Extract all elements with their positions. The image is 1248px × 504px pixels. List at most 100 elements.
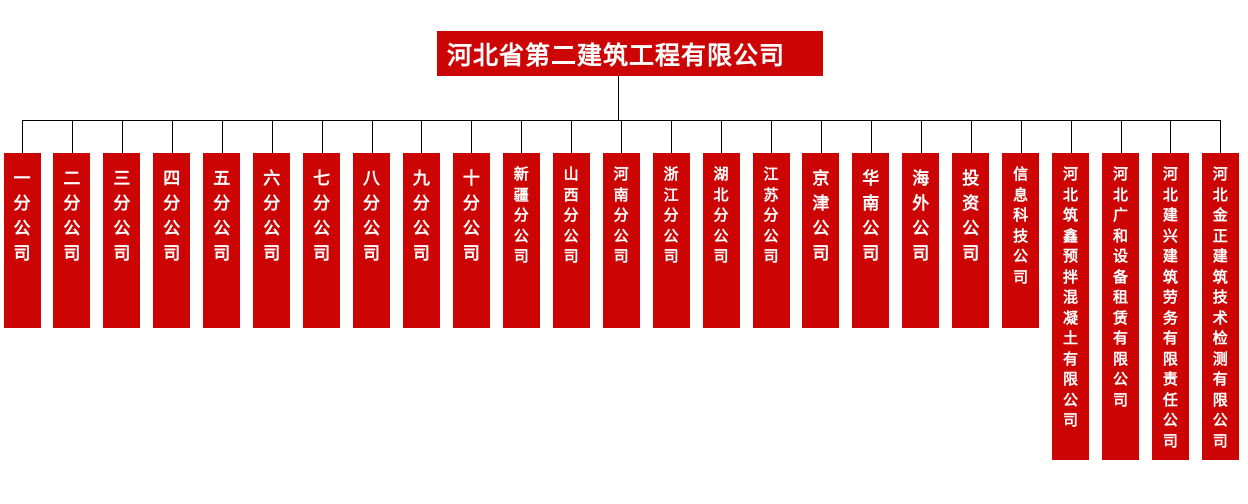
org-node-label-char: 公 [962,219,980,238]
org-node-label-char: 公 [63,219,81,238]
org-node-label-char: 司 [313,244,331,263]
connector-stub [271,120,273,153]
org-node-label-char: 五 [213,169,231,188]
org-node-label-char: 公 [1112,371,1128,388]
connector-horizontal-line [22,120,1221,121]
connector-stub [471,120,473,153]
org-node-label-char: 技 [1013,227,1029,245]
org-node: 新疆分公司 [502,153,540,328]
connector-stub [121,120,123,153]
connector-stem [618,76,619,120]
connector-stub [571,120,573,153]
org-node-label-char: 公 [513,227,529,245]
org-node: 六分公司 [253,153,291,328]
org-node-label-char: 分 [363,194,380,213]
org-node-label-char: 司 [113,244,131,263]
org-node-label-char: 公 [563,227,579,245]
org-node-label-char: 司 [912,244,930,263]
org-node-label-char: 公 [163,219,181,238]
org-node-label-char: 限 [1062,371,1078,388]
org-node-label-char: 司 [1162,432,1178,450]
org-node-label-char: 司 [1013,268,1029,286]
org-node-label-char: 外 [912,194,930,213]
org-node-label-char: 分 [113,194,131,213]
org-node-label-char: 公 [263,219,281,238]
org-node-label-char: 司 [1212,432,1228,450]
org-node-label-char: 建 [1162,207,1178,224]
org-node-label-char: 限 [1212,391,1228,409]
org-node-label-char: 建 [1162,248,1178,265]
org-node-label-char: 分 [163,194,181,213]
org-node-label-char: 西 [563,186,579,204]
org-node: 河南分公司 [602,153,640,328]
org-node-label-char: 分 [713,207,729,224]
org-node-label-char: 和 [1112,227,1128,245]
org-node-label-char: 司 [63,244,81,263]
connector-stub [920,120,922,153]
connector-stub [621,120,623,153]
org-node-label-char: 分 [412,194,430,213]
org-node-label-char: 公 [1212,412,1228,429]
org-node-label-char: 司 [163,244,181,263]
org-node-label-char: 分 [263,194,281,213]
org-node-label-char: 任 [1162,391,1178,409]
org-node-label-char: 司 [812,244,830,263]
org-node: 华南公司 [852,153,890,328]
org-node-label-char: 有 [1112,330,1128,347]
org-node-label-char: 租 [1112,289,1128,306]
org-node-label-char: 七 [313,169,331,188]
org-node: 湖北分公司 [702,153,740,328]
org-node-label-char: 分 [663,207,679,224]
org-node-label-char: 司 [713,248,729,265]
org-node-label-char: 分 [313,194,331,213]
org-node-label-char: 备 [1112,268,1128,286]
org-node-label-char: 津 [812,194,830,213]
org-node-label-char: 正 [1212,227,1228,245]
org-node-label-char: 限 [1162,350,1178,368]
org-node: 河北建兴建筑劳务有限责任公司 [1151,153,1189,460]
connector-stub [721,120,722,153]
org-node: 河北筑鑫预拌混凝土有限公司 [1052,153,1089,460]
org-node-label-char: 公 [363,219,380,238]
connector-stub [221,120,223,153]
org-node-label-char: 河 [1062,166,1078,183]
connector-stub [970,120,972,153]
org-node-label-char: 分 [63,194,81,213]
org-node-label-char: 江 [663,186,679,204]
org-node-label-char: 筑 [1162,268,1178,286]
org-node-label-char: 河 [1212,166,1228,183]
org-node: 八分公司 [353,153,390,328]
org-node: 信息科技公司 [1002,153,1040,328]
org-node: 浙江分公司 [652,153,690,328]
org-node-label-char: 湖 [713,166,729,183]
org-node-label-char: 分 [13,194,31,213]
connector-stub [521,120,523,153]
org-node-label-char: 二 [63,169,81,188]
org-node-label-char: 分 [763,207,779,224]
org-node-label-char: 拌 [1062,268,1078,286]
org-node-label-char: 北 [1062,186,1078,204]
org-node-label-char: 新 [513,166,529,183]
org-node: 四分公司 [153,153,191,328]
org-node-label-char: 公 [412,219,430,238]
org-node-label-char: 南 [862,194,880,213]
connector-stub [71,120,73,153]
org-node-label-char: 测 [1212,350,1228,368]
org-node-label-char: 司 [663,248,679,265]
org-node-label-char: 投 [962,169,980,188]
org-node-label-char: 北 [1112,186,1128,204]
org-node-label-char: 河 [1162,166,1178,183]
org-node-label-char: 十 [462,169,480,188]
org-node-label-char: 司 [862,244,880,263]
org-node: 江苏分公司 [752,153,790,328]
org-node-label-char: 公 [462,219,480,238]
org-node-label-char: 公 [862,219,880,238]
org-node-label-char: 鑫 [1062,227,1078,245]
connector-stub [371,120,373,153]
org-node-label-char: 司 [263,244,281,263]
org-node: 二分公司 [53,153,91,328]
org-node: 京津公司 [802,153,840,328]
org-node-label-char: 分 [513,207,529,224]
connector-stub [171,120,173,153]
org-node: 三分公司 [103,153,141,328]
